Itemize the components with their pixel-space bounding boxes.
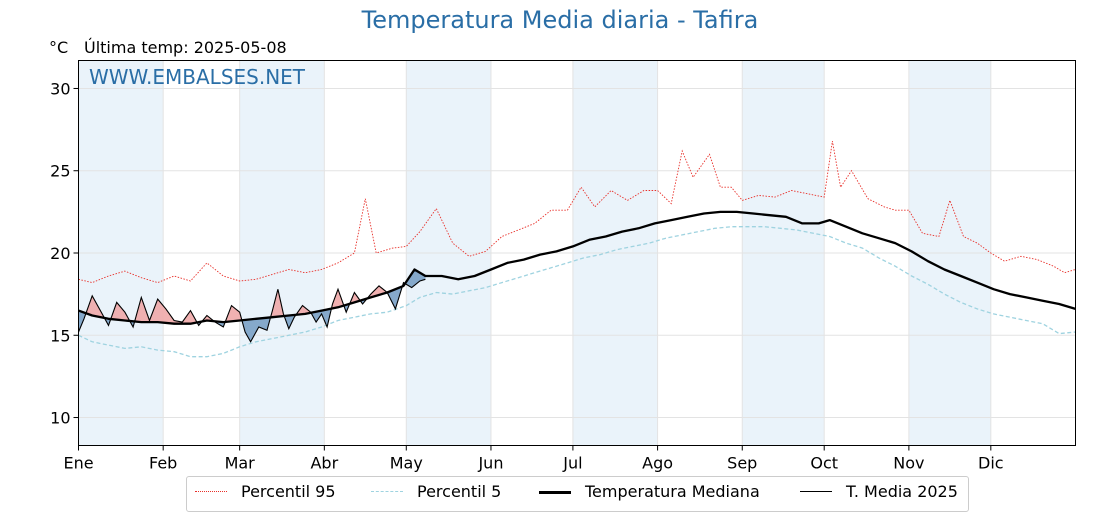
legend: Percentil 95 Percentil 5 Temperatura Med…	[186, 476, 969, 512]
y-tick-label: 30	[50, 79, 70, 98]
below-median-fill	[311, 308, 332, 328]
temperature-chart: 10 15 20 25 30 Ene Feb Mar Abr May Jun Jul Ago Sep Oct…	[50, 60, 1076, 473]
y-tick-label: 10	[50, 409, 70, 428]
last-update-label: Última temp: 2025-05-08	[84, 38, 287, 57]
series-temperatura-mediana	[78, 210, 1076, 325]
x-tick-label: Jul	[562, 454, 582, 473]
x-tick-label: Sep	[727, 454, 757, 473]
below-median-fill	[242, 317, 272, 342]
series-lines	[77, 141, 1076, 358]
legend-swatch-p95	[195, 491, 227, 492]
x-tick-label: Dic	[978, 454, 1004, 473]
chart-title: Temperatura Media diaria - Tafira	[361, 6, 759, 34]
legend-swatch-p5	[371, 491, 403, 492]
x-tick-label: May	[390, 454, 423, 473]
above-median-fill	[135, 297, 198, 324]
x-tick-label: Jun	[477, 454, 503, 473]
above-median-fill	[271, 289, 285, 318]
y-tick-label: 25	[50, 162, 70, 181]
legend-swatch-current	[800, 491, 832, 492]
legend-label: T. Media 2025	[846, 482, 958, 501]
series-t-media-2025	[77, 278, 426, 343]
x-tick-label: Ago	[642, 454, 673, 473]
unit-label: °C	[49, 38, 69, 57]
axes: 10 15 20 25 30 Ene Feb Mar Abr May Jun Jul Ago Sep Oct…	[50, 79, 1003, 472]
legend-label: Percentil 5	[417, 482, 502, 501]
legend-label: Temperatura Mediana	[585, 482, 760, 501]
above-median-fill	[225, 305, 243, 322]
series-percentil-5	[78, 226, 1076, 358]
legend-swatch-median	[539, 491, 571, 494]
grid-lines	[78, 60, 1076, 446]
watermark: WWW.EMBALSES.NET	[89, 65, 306, 89]
legend-label: Percentil 95	[241, 482, 336, 501]
x-tick-label: Oct	[810, 454, 838, 473]
x-tick-label: Mar	[225, 454, 256, 473]
x-tick-label: Ene	[63, 454, 93, 473]
y-tick-label: 20	[50, 244, 70, 263]
y-tick-label: 15	[50, 326, 70, 345]
above-median-fill	[331, 289, 345, 309]
x-tick-label: Feb	[149, 454, 177, 473]
x-tick-label: Abr	[310, 454, 338, 473]
above-median-fill	[111, 302, 131, 322]
x-tick-label: Nov	[893, 454, 924, 473]
